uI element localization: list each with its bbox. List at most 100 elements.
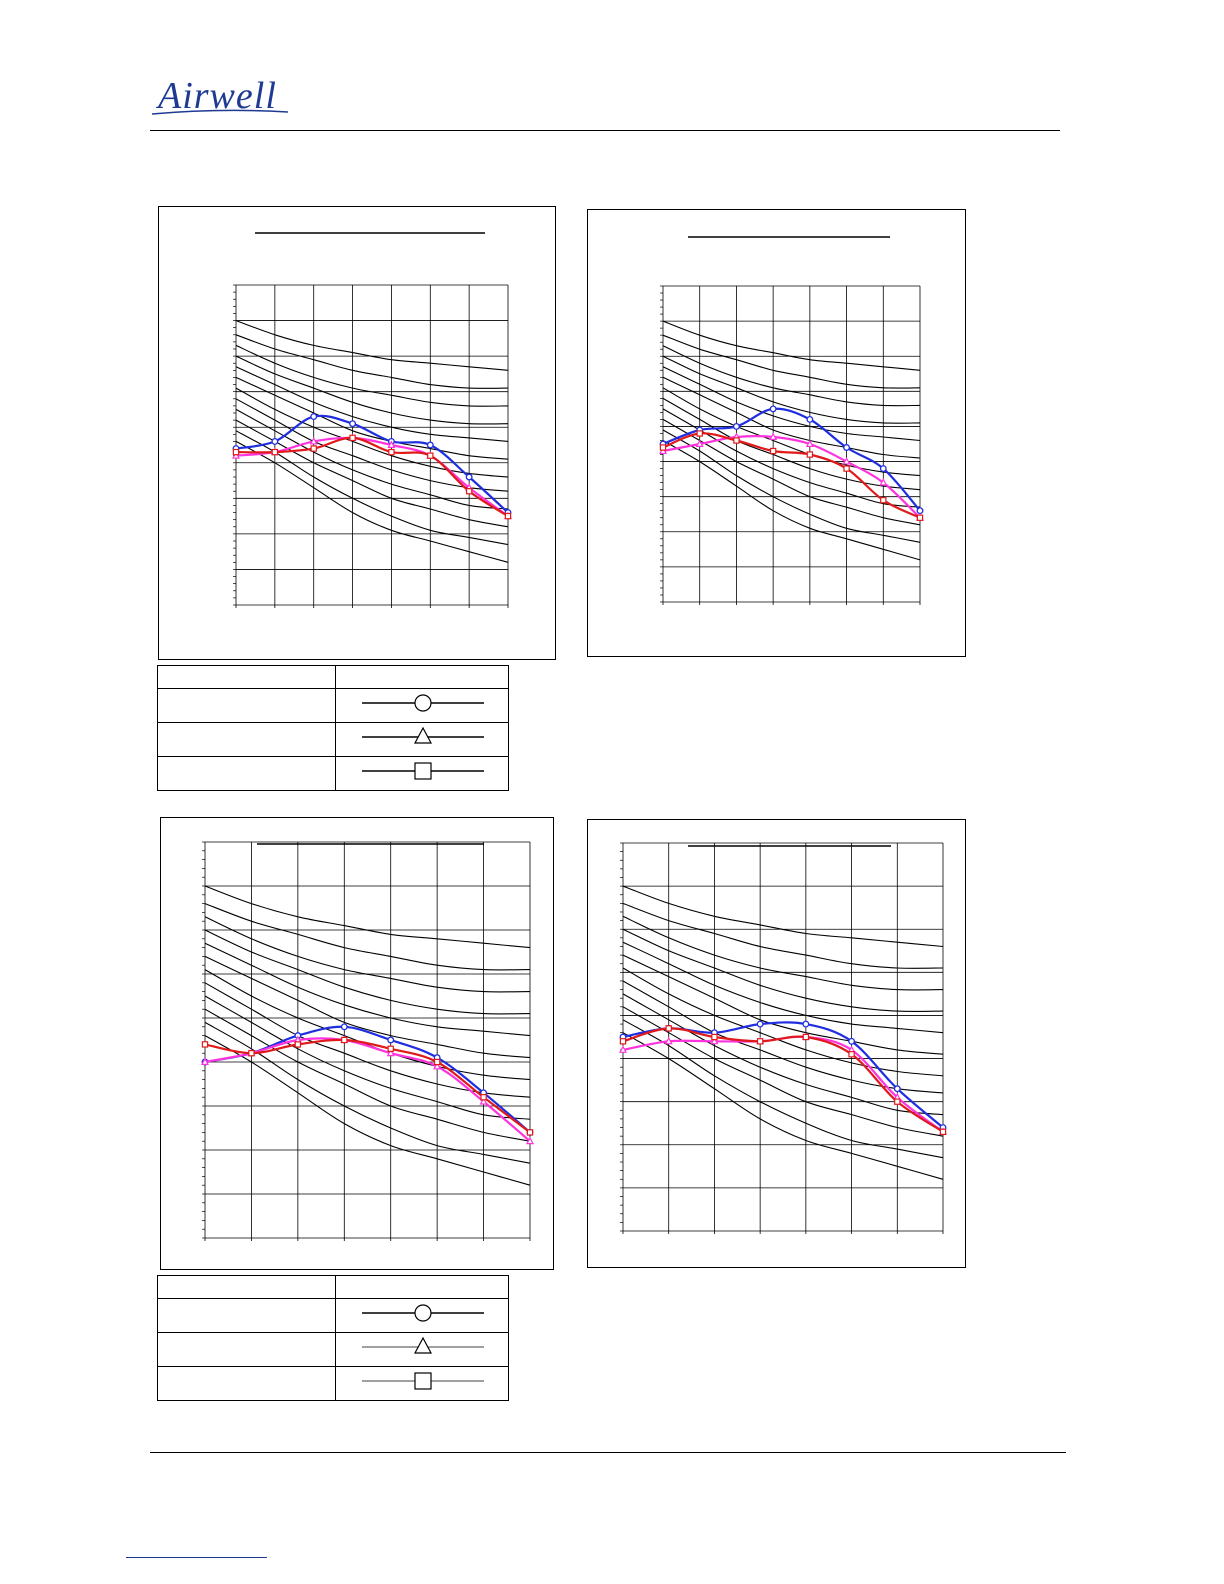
- legend-symbol-cell: [335, 1298, 509, 1333]
- series-2-point: [769, 432, 778, 440]
- nc-reference-curve: [622, 941, 944, 1034]
- series-3-point: [733, 437, 740, 444]
- series-3-point: [806, 451, 814, 458]
- series-3-point: [465, 488, 473, 495]
- series-line-1: [235, 414, 509, 514]
- header-rule: [150, 130, 1060, 131]
- series-1-point: [387, 1036, 395, 1044]
- series-1-point: [426, 441, 434, 449]
- series-3-point: [916, 514, 924, 521]
- series-1-point: [271, 437, 279, 445]
- legend-symbol-cell: [335, 722, 509, 757]
- series-3-point: [756, 1038, 764, 1045]
- legend-header-cell: [335, 665, 509, 689]
- legend-symbol-cell: [335, 688, 509, 723]
- series-3-point: [848, 1051, 855, 1058]
- circle-marker-icon: [362, 694, 484, 712]
- series-1-point: [893, 1085, 901, 1093]
- series-3-point: [388, 448, 395, 456]
- series-1-point: [769, 405, 777, 413]
- series-3-point: [349, 434, 356, 442]
- nc-reference-curve: [204, 885, 531, 949]
- legend-header-cell: [157, 1275, 336, 1299]
- series-3-point: [387, 1045, 394, 1052]
- nc-reference-curve: [204, 955, 531, 1059]
- series-3-point: [232, 448, 240, 456]
- series-line-2: [662, 435, 921, 519]
- nc-reference-curve: [235, 320, 509, 371]
- series-3-point: [619, 1038, 627, 1045]
- nc-reference-curve: [662, 387, 921, 477]
- nc-reference-curve: [622, 1032, 944, 1180]
- legend-header-cell: [157, 665, 336, 689]
- legend-label-cell: [157, 722, 336, 757]
- nc-reference-curve: [622, 967, 944, 1077]
- nc-reference-curve: [204, 929, 531, 1015]
- nc-reference-curve: [622, 915, 944, 991]
- series-2-point: [805, 439, 814, 447]
- series-line-3: [622, 1027, 944, 1133]
- series-3-point: [248, 1050, 255, 1057]
- circle-marker-icon: [362, 1304, 484, 1322]
- square-marker-icon: [362, 1372, 484, 1390]
- series-2-point: [309, 436, 318, 445]
- legend-table-1: [157, 665, 509, 791]
- series-3-point: [504, 512, 512, 520]
- nc-reference-curve: [204, 1008, 531, 1142]
- series-3-point: [480, 1094, 487, 1101]
- nc-reference-curve: [662, 345, 921, 407]
- nc-reference-curve: [235, 344, 509, 407]
- series-2-point: [695, 439, 704, 447]
- series-3-point: [696, 430, 703, 437]
- series-2-point: [525, 1136, 535, 1145]
- series-3-point: [894, 1098, 901, 1105]
- nc-reference-curve: [235, 334, 509, 389]
- nc-reference-curve: [662, 376, 921, 459]
- series-1-point: [756, 1020, 764, 1028]
- series-3-point: [341, 1036, 348, 1044]
- series-3-point: [294, 1041, 302, 1048]
- nc-reference-curve: [622, 885, 944, 948]
- triangle-marker-icon: [362, 1336, 484, 1354]
- nc-chart-3: [200, 841, 535, 1241]
- chart-panel-1: [158, 206, 556, 660]
- chart-panel-2: [587, 209, 966, 657]
- series-1-point: [806, 415, 814, 423]
- series-1-point: [916, 507, 924, 515]
- footer-link-underline: [126, 1557, 267, 1558]
- legend-label-cell: [157, 756, 336, 791]
- nc-reference-curve: [204, 995, 531, 1120]
- series-1-point: [465, 473, 473, 481]
- series-3-point: [427, 452, 434, 459]
- legend-symbol-cell: [335, 1366, 509, 1401]
- airwell-logo: Airwell: [158, 75, 277, 117]
- nc-reference-curve: [235, 355, 509, 425]
- series-2-point: [200, 1057, 210, 1065]
- series-2-point: [879, 478, 888, 486]
- series-2-point: [387, 440, 396, 448]
- nc-reference-curve: [235, 408, 509, 510]
- nc-reference-curve: [622, 928, 944, 1013]
- series-line-1: [662, 407, 921, 512]
- series-3-point: [433, 1058, 441, 1066]
- series-1-point: [340, 1023, 348, 1031]
- nc-reference-curve: [622, 1006, 944, 1137]
- series-3-point: [769, 447, 777, 455]
- series-1-point: [349, 420, 357, 428]
- legend-label-cell: [157, 1332, 336, 1367]
- nc-reference-curve: [204, 1035, 531, 1186]
- series-1-point: [732, 422, 740, 430]
- nc-reference-curve: [622, 902, 944, 969]
- series-1-point: [848, 1037, 856, 1045]
- series-3-point: [310, 445, 317, 452]
- legend-header-cell: [335, 1275, 509, 1299]
- series-3-point: [802, 1033, 810, 1041]
- nc-chart-2: [658, 236, 925, 605]
- series-3-point: [939, 1128, 947, 1136]
- legend-label-cell: [157, 1298, 336, 1333]
- nc-reference-curve: [662, 334, 921, 389]
- nc-chart-4: [618, 842, 948, 1234]
- nc-reference-curve: [235, 366, 509, 442]
- legend-symbol-cell: [335, 756, 509, 791]
- logo-swoosh-icon: [151, 109, 289, 115]
